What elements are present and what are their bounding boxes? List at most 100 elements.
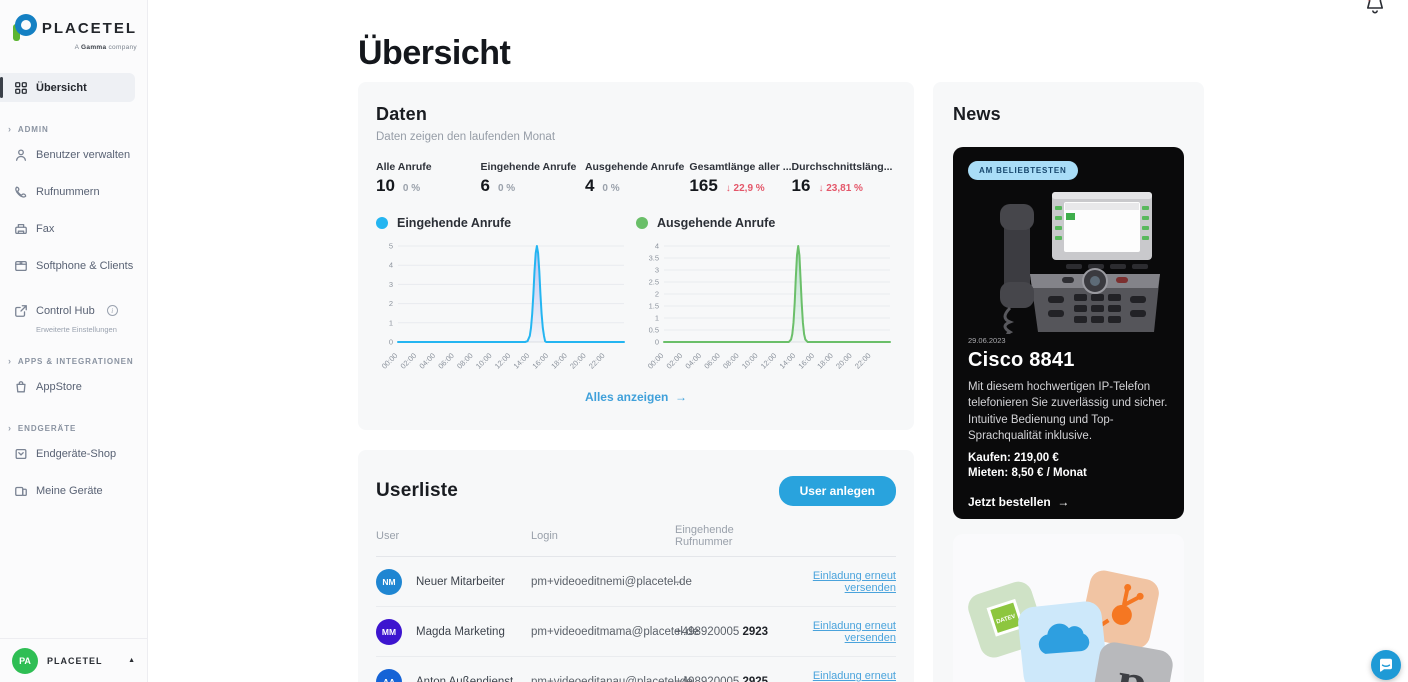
brand-name: PLACETEL: [41, 19, 137, 37]
user-number: +498920005 2925: [675, 676, 769, 682]
sidebar-item-control-hub[interactable]: Control Hub i: [0, 296, 147, 325]
chat-bubble-icon: [1379, 658, 1392, 672]
app-window-icon: [13, 258, 28, 273]
svg-text:22:00: 22:00: [587, 351, 607, 371]
svg-text:08:00: 08:00: [721, 351, 741, 371]
sidebar-item-uebersicht[interactable]: Übersicht: [0, 73, 135, 102]
placetel-logo[interactable]: PLACETEL A Gamma company: [0, 0, 147, 51]
resend-invite-link[interactable]: Einladung erneut versenden: [812, 670, 896, 682]
news-card: News AM BELIEBTESTEN: [933, 82, 1204, 682]
cisco-phone-image: [999, 192, 1160, 334]
svg-text:10:00: 10:00: [740, 351, 760, 371]
svg-text:4: 4: [655, 242, 659, 251]
svg-text:DATEV: DATEV: [996, 614, 1017, 626]
stat-value: 6: [480, 176, 490, 195]
svg-text:2: 2: [655, 290, 659, 299]
control-hub-subtitle: Erweiterte Einstellungen: [36, 325, 117, 334]
svg-text:04:00: 04:00: [417, 351, 437, 371]
sidebar-item-appstore[interactable]: AppStore: [0, 372, 147, 401]
table-row: NM Neuer Mitarbeiter pm+videoeditnemi@pl…: [376, 557, 896, 607]
sidebar-item-rufnummern[interactable]: Rufnummern: [0, 177, 147, 206]
user-anlegen-button[interactable]: User anlegen: [778, 476, 896, 506]
user-icon: [13, 147, 28, 162]
user-login: pm+videoeditmama@placetel.de: [531, 625, 699, 638]
daten-card-title: Daten: [376, 104, 428, 124]
sidebar-item-fax[interactable]: Fax: [0, 214, 147, 243]
sidebar-item-label: Control Hub: [36, 304, 95, 317]
svg-text:1: 1: [655, 314, 659, 323]
column-eingehende-rufnummer: Eingehende Rufnummer: [675, 524, 734, 548]
news-article-integrations[interactable]: DATEV: [953, 534, 1184, 682]
sidebar-section-apps-integrationen[interactable]: › APPS & INTEGRATIONEN: [8, 356, 134, 366]
legend-ausgehende-anrufe: Ausgehende Anrufe: [636, 216, 896, 230]
news-article-cisco-8841[interactable]: AM BELIEBTESTEN: [953, 147, 1184, 519]
alles-anzeigen-link[interactable]: Alles anzeigen →: [584, 390, 688, 404]
user-name: Neuer Mitarbeiter: [416, 575, 505, 588]
svg-text:18:00: 18:00: [549, 351, 569, 371]
resend-invite-link[interactable]: Einladung erneut versenden: [812, 569, 896, 594]
account-avatar: PA: [12, 647, 38, 674]
sidebar-item-softphone-clients[interactable]: Softphone & Clients: [0, 251, 147, 280]
sidebar-item-label: Meine Geräte: [36, 484, 103, 497]
sidebar-item-meine-geraete[interactable]: Meine Geräte: [0, 476, 147, 505]
notifications-button[interactable]: [1360, 0, 1390, 16]
integrations-image: DATEV: [968, 570, 1173, 682]
stat-delta: ↓ 22,9 %: [725, 183, 765, 194]
svg-text:20:00: 20:00: [568, 351, 588, 371]
svg-text:04:00: 04:00: [683, 351, 703, 371]
resend-invite-link[interactable]: Einladung erneut versenden: [812, 619, 896, 644]
sidebar-nav: Übersicht › ADMIN Benutzer verwalten Ruf…: [0, 73, 147, 505]
table-row: AA Anton Außendienst pm+videoeditanau@pl…: [376, 657, 896, 682]
sidebar-item-benutzer-verwalten[interactable]: Benutzer verwalten: [0, 140, 147, 169]
avatar: MM: [376, 618, 402, 645]
news-date: 29.06.2023: [968, 336, 1006, 345]
chevron-right-icon: ›: [8, 423, 12, 433]
svg-text:16:00: 16:00: [796, 351, 816, 371]
jetzt-bestellen-link[interactable]: Jetzt bestellen →: [968, 495, 1070, 510]
account-switcher[interactable]: PA PLACETEL ▲: [0, 638, 147, 682]
sidebar-item-label: Benutzer verwalten: [36, 148, 131, 161]
sidebar-item-label: Rufnummern: [36, 185, 100, 198]
svg-text:18:00: 18:00: [815, 351, 835, 371]
news-title: News: [953, 104, 1001, 124]
svg-text:12:00: 12:00: [759, 351, 779, 371]
user-login: pm+videoeditanau@placetel.de: [531, 676, 693, 682]
svg-text:20:00: 20:00: [834, 351, 854, 371]
svg-text:0: 0: [655, 338, 659, 347]
legend-eingehende-anrufe: Eingehende Anrufe: [376, 216, 636, 230]
bell-icon: [1367, 0, 1383, 14]
stat-delta: 0 %: [402, 183, 421, 194]
sidebar-section-admin[interactable]: › ADMIN: [8, 124, 49, 134]
svg-text:4: 4: [389, 261, 393, 270]
see-all-row: Alles anzeigen →: [376, 388, 896, 406]
table-header: User Login Eingehende Rufnummer: [376, 524, 896, 557]
svg-text:12:00: 12:00: [493, 351, 513, 371]
info-icon[interactable]: i: [106, 305, 118, 316]
stat-delta: 0 %: [497, 183, 516, 194]
column-login: Login: [531, 530, 558, 542]
am-beliebtesten-badge: AM BELIEBTESTEN: [968, 161, 1078, 180]
svg-text:3: 3: [389, 280, 393, 289]
caret-up-icon: ▲: [128, 657, 135, 664]
svg-text:02:00: 02:00: [665, 351, 685, 371]
user-number: –: [675, 575, 682, 588]
svg-text:0: 0: [389, 338, 393, 347]
chevron-right-icon: ›: [8, 124, 12, 134]
sidebar-item-label: Übersicht: [36, 81, 87, 94]
stat-value: 4: [584, 176, 595, 195]
sidebar-section-endgeraete[interactable]: › ENDGERÄTE: [8, 423, 77, 433]
sidebar-item-endgeraete-shop[interactable]: Endgeräte-Shop: [0, 439, 147, 468]
sidebar: PLACETEL A Gamma company Übersicht › ADM…: [0, 0, 148, 682]
svg-text:3: 3: [655, 266, 659, 275]
userliste-card: Userliste User anlegen User Login Eingeh…: [358, 450, 914, 682]
svg-text:1.5: 1.5: [649, 302, 659, 311]
chat-launcher-button[interactable]: [1371, 650, 1401, 680]
devices-icon: [13, 483, 28, 498]
svg-text:14:00: 14:00: [512, 351, 532, 371]
brand-tagline: A Gamma company: [74, 44, 137, 51]
table-row: MM Magda Marketing pm+videoeditmama@plac…: [376, 607, 896, 657]
svg-text:02:00: 02:00: [399, 351, 419, 371]
svg-text:10:00: 10:00: [474, 351, 494, 371]
